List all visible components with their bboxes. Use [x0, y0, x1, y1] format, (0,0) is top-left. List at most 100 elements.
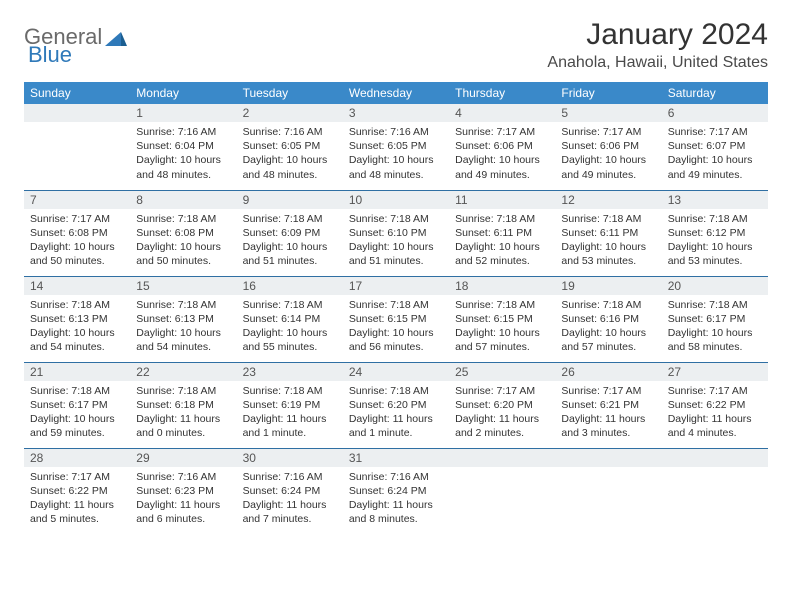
- day-number: 7: [24, 191, 130, 209]
- day-number: 29: [130, 449, 236, 467]
- day-number: 24: [343, 363, 449, 381]
- day-details: Sunrise: 7:17 AMSunset: 6:06 PMDaylight:…: [555, 122, 661, 188]
- day-details: Sunrise: 7:18 AMSunset: 6:08 PMDaylight:…: [130, 209, 236, 275]
- day-number: 26: [555, 363, 661, 381]
- title-block: January 2024 Anahola, Hawaii, United Sta…: [547, 18, 768, 72]
- weekday-header: Saturday: [662, 82, 768, 104]
- day-number: 20: [662, 277, 768, 295]
- calendar-cell: 2Sunrise: 7:16 AMSunset: 6:05 PMDaylight…: [237, 104, 343, 190]
- calendar-cell: 27Sunrise: 7:17 AMSunset: 6:22 PMDayligh…: [662, 362, 768, 448]
- day-number: 16: [237, 277, 343, 295]
- day-details: Sunrise: 7:18 AMSunset: 6:18 PMDaylight:…: [130, 381, 236, 447]
- day-details: Sunrise: 7:18 AMSunset: 6:09 PMDaylight:…: [237, 209, 343, 275]
- day-details: Sunrise: 7:18 AMSunset: 6:16 PMDaylight:…: [555, 295, 661, 361]
- weekday-header: Sunday: [24, 82, 130, 104]
- weekday-header: Tuesday: [237, 82, 343, 104]
- day-number-empty: [662, 449, 768, 467]
- day-number: 18: [449, 277, 555, 295]
- month-title: January 2024: [547, 18, 768, 52]
- calendar-cell: 15Sunrise: 7:18 AMSunset: 6:13 PMDayligh…: [130, 276, 236, 362]
- weekday-header: Friday: [555, 82, 661, 104]
- day-number: 6: [662, 104, 768, 122]
- day-number: 27: [662, 363, 768, 381]
- weekday-header: Thursday: [449, 82, 555, 104]
- day-number: 3: [343, 104, 449, 122]
- day-details: Sunrise: 7:18 AMSunset: 6:15 PMDaylight:…: [343, 295, 449, 361]
- calendar-header-row: SundayMondayTuesdayWednesdayThursdayFrid…: [24, 82, 768, 104]
- calendar-cell: 29Sunrise: 7:16 AMSunset: 6:23 PMDayligh…: [130, 448, 236, 534]
- day-details: Sunrise: 7:18 AMSunset: 6:15 PMDaylight:…: [449, 295, 555, 361]
- day-details: Sunrise: 7:16 AMSunset: 6:23 PMDaylight:…: [130, 467, 236, 533]
- calendar-cell: 25Sunrise: 7:17 AMSunset: 6:20 PMDayligh…: [449, 362, 555, 448]
- calendar-cell: 11Sunrise: 7:18 AMSunset: 6:11 PMDayligh…: [449, 190, 555, 276]
- day-details: Sunrise: 7:16 AMSunset: 6:05 PMDaylight:…: [343, 122, 449, 188]
- day-number: 19: [555, 277, 661, 295]
- day-number: 9: [237, 191, 343, 209]
- day-number: 14: [24, 277, 130, 295]
- day-number-empty: [555, 449, 661, 467]
- day-number: 30: [237, 449, 343, 467]
- day-details: Sunrise: 7:18 AMSunset: 6:17 PMDaylight:…: [24, 381, 130, 447]
- day-details: Sunrise: 7:17 AMSunset: 6:20 PMDaylight:…: [449, 381, 555, 447]
- calendar-cell: 23Sunrise: 7:18 AMSunset: 6:19 PMDayligh…: [237, 362, 343, 448]
- day-details: Sunrise: 7:17 AMSunset: 6:08 PMDaylight:…: [24, 209, 130, 275]
- day-details: Sunrise: 7:17 AMSunset: 6:22 PMDaylight:…: [24, 467, 130, 533]
- calendar-cell: 1Sunrise: 7:16 AMSunset: 6:04 PMDaylight…: [130, 104, 236, 190]
- calendar-cell: 21Sunrise: 7:18 AMSunset: 6:17 PMDayligh…: [24, 362, 130, 448]
- calendar-cell: 5Sunrise: 7:17 AMSunset: 6:06 PMDaylight…: [555, 104, 661, 190]
- calendar-table: SundayMondayTuesdayWednesdayThursdayFrid…: [24, 82, 768, 534]
- calendar-cell: [555, 448, 661, 534]
- calendar-cell: 26Sunrise: 7:17 AMSunset: 6:21 PMDayligh…: [555, 362, 661, 448]
- day-number: 23: [237, 363, 343, 381]
- brand-name-right: Blue: [28, 42, 72, 68]
- day-details: Sunrise: 7:18 AMSunset: 6:20 PMDaylight:…: [343, 381, 449, 447]
- day-number: 15: [130, 277, 236, 295]
- brand-mark-icon: [105, 28, 127, 46]
- calendar-cell: [449, 448, 555, 534]
- calendar-cell: 4Sunrise: 7:17 AMSunset: 6:06 PMDaylight…: [449, 104, 555, 190]
- calendar-cell: 16Sunrise: 7:18 AMSunset: 6:14 PMDayligh…: [237, 276, 343, 362]
- day-details: Sunrise: 7:17 AMSunset: 6:07 PMDaylight:…: [662, 122, 768, 188]
- day-number: 5: [555, 104, 661, 122]
- day-details: Sunrise: 7:17 AMSunset: 6:06 PMDaylight:…: [449, 122, 555, 188]
- day-details: Sunrise: 7:16 AMSunset: 6:24 PMDaylight:…: [237, 467, 343, 533]
- weekday-header: Monday: [130, 82, 236, 104]
- day-details: Sunrise: 7:18 AMSunset: 6:12 PMDaylight:…: [662, 209, 768, 275]
- day-details: Sunrise: 7:18 AMSunset: 6:10 PMDaylight:…: [343, 209, 449, 275]
- calendar-cell: [24, 104, 130, 190]
- day-details: Sunrise: 7:18 AMSunset: 6:19 PMDaylight:…: [237, 381, 343, 447]
- day-details: Sunrise: 7:17 AMSunset: 6:21 PMDaylight:…: [555, 381, 661, 447]
- day-number: 22: [130, 363, 236, 381]
- calendar-cell: 17Sunrise: 7:18 AMSunset: 6:15 PMDayligh…: [343, 276, 449, 362]
- day-number: 4: [449, 104, 555, 122]
- day-details: Sunrise: 7:18 AMSunset: 6:13 PMDaylight:…: [130, 295, 236, 361]
- day-details: Sunrise: 7:17 AMSunset: 6:22 PMDaylight:…: [662, 381, 768, 447]
- calendar-cell: 6Sunrise: 7:17 AMSunset: 6:07 PMDaylight…: [662, 104, 768, 190]
- location-text: Anahola, Hawaii, United States: [547, 54, 768, 72]
- day-number: 31: [343, 449, 449, 467]
- day-details: Sunrise: 7:18 AMSunset: 6:11 PMDaylight:…: [449, 209, 555, 275]
- day-details: Sunrise: 7:16 AMSunset: 6:04 PMDaylight:…: [130, 122, 236, 188]
- day-details: Sunrise: 7:16 AMSunset: 6:05 PMDaylight:…: [237, 122, 343, 188]
- calendar-cell: 19Sunrise: 7:18 AMSunset: 6:16 PMDayligh…: [555, 276, 661, 362]
- calendar-cell: 9Sunrise: 7:18 AMSunset: 6:09 PMDaylight…: [237, 190, 343, 276]
- calendar-cell: 30Sunrise: 7:16 AMSunset: 6:24 PMDayligh…: [237, 448, 343, 534]
- calendar-cell: 22Sunrise: 7:18 AMSunset: 6:18 PMDayligh…: [130, 362, 236, 448]
- day-number: 10: [343, 191, 449, 209]
- calendar-cell: 20Sunrise: 7:18 AMSunset: 6:17 PMDayligh…: [662, 276, 768, 362]
- calendar-cell: [662, 448, 768, 534]
- day-number: 12: [555, 191, 661, 209]
- day-number: 13: [662, 191, 768, 209]
- day-number: 21: [24, 363, 130, 381]
- weekday-header: Wednesday: [343, 82, 449, 104]
- calendar-cell: 12Sunrise: 7:18 AMSunset: 6:11 PMDayligh…: [555, 190, 661, 276]
- calendar-cell: 14Sunrise: 7:18 AMSunset: 6:13 PMDayligh…: [24, 276, 130, 362]
- day-number: 2: [237, 104, 343, 122]
- day-number: 11: [449, 191, 555, 209]
- day-number: 25: [449, 363, 555, 381]
- page-header: General January 2024 Anahola, Hawaii, Un…: [24, 18, 768, 72]
- calendar-cell: 3Sunrise: 7:16 AMSunset: 6:05 PMDaylight…: [343, 104, 449, 190]
- day-number-empty: [449, 449, 555, 467]
- day-details: Sunrise: 7:18 AMSunset: 6:17 PMDaylight:…: [662, 295, 768, 361]
- calendar-cell: 8Sunrise: 7:18 AMSunset: 6:08 PMDaylight…: [130, 190, 236, 276]
